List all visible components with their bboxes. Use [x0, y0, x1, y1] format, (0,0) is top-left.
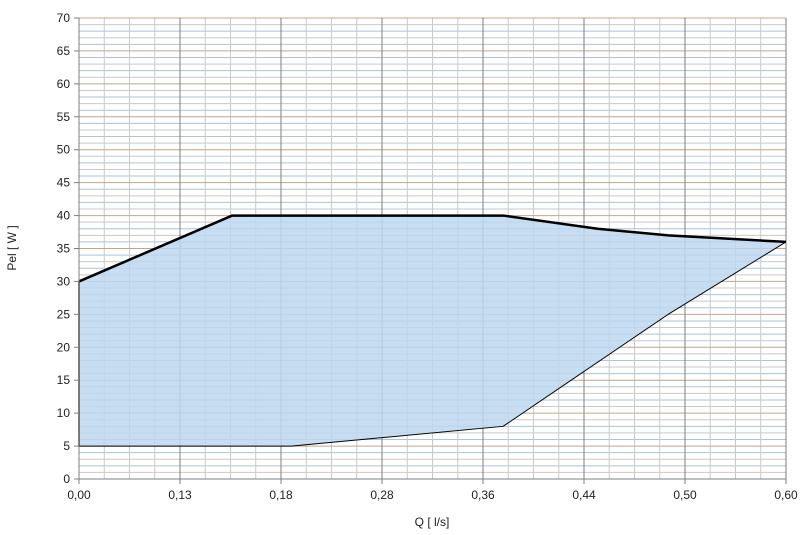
y-tick-label: 30 [57, 274, 71, 288]
x-axis-title: Q [ l/s] [415, 515, 450, 529]
y-tick-label: 55 [57, 110, 71, 124]
x-tick-label: 0,60 [774, 488, 798, 502]
y-tick-label: 35 [57, 242, 71, 256]
y-tick-label: 25 [57, 307, 71, 321]
chart-axes [74, 17, 787, 484]
chart-area-region [79, 215, 786, 447]
operating-area-fill [79, 215, 786, 447]
y-tick-label: 70 [57, 11, 71, 25]
x-tick-label: 0,36 [471, 488, 495, 502]
lower-boundary-line [79, 241, 787, 447]
y-tick-label: 5 [63, 439, 70, 453]
y-tick-label: 60 [57, 77, 71, 91]
x-tick-label: 0,13 [168, 488, 192, 502]
x-tick-label: 0,50 [673, 488, 697, 502]
x-tick-label: 0,00 [67, 488, 91, 502]
y-tick-label: 40 [57, 209, 71, 223]
y-tick-label: 45 [57, 176, 71, 190]
y-tick-label: 20 [57, 340, 71, 354]
x-tick-label: 0,44 [572, 488, 596, 502]
x-axis-tick-labels: 0,00 0,13 0,18 0,28 0,36 0,44 0,50 0,60 [67, 488, 798, 502]
x-tick-label: 0,28 [370, 488, 394, 502]
y-tick-label: 10 [57, 406, 71, 420]
y-axis-tick-labels: 0 5 10 15 20 25 30 35 40 45 50 55 60 65 70 [57, 11, 71, 486]
y-tick-label: 65 [57, 44, 71, 58]
x-tick-label: 0,18 [269, 488, 293, 502]
y-axis-title: Pel [ W ] [5, 225, 19, 270]
upper-boundary-line [78, 214, 787, 283]
y-tick-label: 15 [57, 373, 71, 387]
y-tick-label: 50 [57, 143, 71, 157]
y-tick-label: 0 [63, 472, 70, 486]
